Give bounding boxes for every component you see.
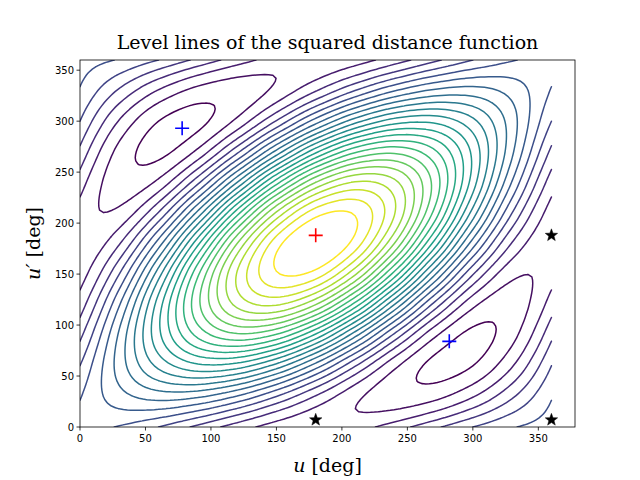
y-tick-label: 100 bbox=[55, 320, 74, 331]
level-line bbox=[274, 211, 358, 276]
x-tick-label: 300 bbox=[463, 433, 482, 444]
level-line bbox=[151, 116, 480, 372]
x-tick bbox=[210, 427, 211, 431]
x-tick-label: 100 bbox=[201, 433, 220, 444]
level-line bbox=[200, 153, 432, 333]
x-tick-label: 50 bbox=[139, 433, 152, 444]
level-line bbox=[217, 167, 414, 321]
y-tick bbox=[77, 223, 81, 224]
plus-marker bbox=[309, 228, 323, 242]
level-line bbox=[134, 102, 497, 384]
y-tick-label: 150 bbox=[55, 269, 74, 280]
y-tick bbox=[77, 325, 81, 326]
x-tick bbox=[276, 427, 277, 431]
level-line bbox=[184, 141, 448, 347]
chart: 0 50 100 150 200 250 300 350 0 50 100 150 200 250 300 3… bbox=[0, 0, 640, 480]
label-symbol: u bbox=[293, 454, 305, 476]
star-marker bbox=[545, 413, 557, 425]
background bbox=[0, 0, 640, 480]
x-tick bbox=[407, 427, 408, 431]
star-marker bbox=[310, 413, 322, 425]
level-line bbox=[259, 199, 373, 288]
level-line bbox=[80, 60, 551, 427]
level-line bbox=[160, 122, 472, 365]
x-tick-label: 250 bbox=[398, 433, 417, 444]
x-tick-label: 150 bbox=[267, 433, 286, 444]
level-line bbox=[168, 129, 463, 359]
y-tick bbox=[77, 70, 81, 71]
x-tick-label: 350 bbox=[529, 433, 548, 444]
x-tick-label: 200 bbox=[332, 433, 351, 444]
y-tick-label: 50 bbox=[61, 371, 74, 382]
level-line bbox=[80, 60, 551, 427]
level-line bbox=[80, 60, 551, 427]
x-tick bbox=[472, 427, 473, 431]
plus-marker bbox=[442, 334, 456, 348]
y-tick bbox=[77, 172, 81, 173]
level-line bbox=[114, 87, 517, 401]
y-tick-label: 350 bbox=[55, 65, 74, 76]
x-tick-label: 0 bbox=[77, 433, 83, 444]
y-tick-label: 200 bbox=[55, 218, 74, 229]
level-line bbox=[80, 60, 551, 427]
level-line bbox=[143, 109, 489, 378]
level-line bbox=[247, 190, 385, 298]
level-line bbox=[80, 60, 551, 427]
y-axis-label: u′ [deg] bbox=[22, 207, 44, 280]
y-tick-label: 250 bbox=[55, 167, 74, 178]
label-unit: [deg] bbox=[22, 207, 44, 263]
x-tick bbox=[80, 427, 81, 431]
title: Level lines of the squared distance func… bbox=[117, 31, 539, 53]
x-tick bbox=[538, 427, 539, 431]
level-line bbox=[176, 135, 456, 353]
plus-marker bbox=[175, 121, 189, 135]
star-marker bbox=[545, 229, 557, 241]
level-line bbox=[236, 181, 396, 306]
y-tick bbox=[77, 427, 81, 428]
y-tick bbox=[77, 274, 81, 275]
y-tick bbox=[77, 376, 81, 377]
level-line bbox=[226, 174, 405, 314]
y-tick bbox=[77, 121, 81, 122]
label-unit: [deg] bbox=[305, 454, 361, 476]
level-line bbox=[208, 160, 422, 327]
plot-frame bbox=[80, 60, 575, 427]
level-line bbox=[192, 147, 440, 340]
y-tick-label: 0 bbox=[68, 422, 74, 433]
y-tick-label: 300 bbox=[55, 116, 74, 127]
x-axis-label: u [deg] bbox=[293, 454, 362, 476]
level-line bbox=[125, 95, 506, 392]
label-symbol: u′ bbox=[22, 263, 44, 280]
x-tick bbox=[145, 427, 146, 431]
plot-area bbox=[80, 60, 558, 427]
level-line bbox=[99, 75, 533, 413]
x-tick bbox=[341, 427, 342, 431]
level-line bbox=[135, 103, 496, 384]
level-line bbox=[101, 77, 530, 411]
